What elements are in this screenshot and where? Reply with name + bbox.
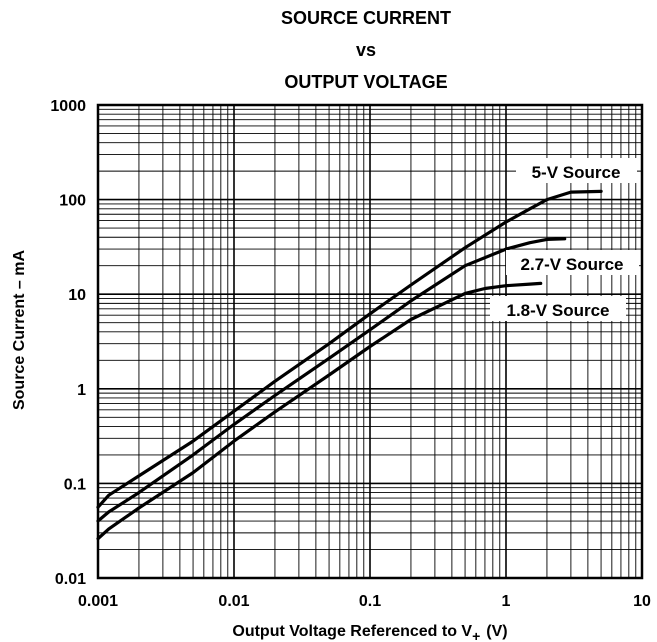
series-line-1v8 (96, 281, 543, 541)
series-line-2v7 (96, 237, 567, 523)
x-tick-label: 0.01 (218, 593, 249, 610)
series-label-5v: 5-V Source (532, 163, 621, 182)
x-tick-label: 1 (502, 593, 511, 610)
y-tick-label: 100 (59, 193, 86, 210)
grid-layer (97, 105, 642, 579)
series-label-2v7: 2.7-V Source (521, 255, 624, 274)
y-tick-label: 1000 (50, 98, 86, 115)
series-label-bg-2v7 (506, 250, 639, 275)
series-label-bg-5v (516, 158, 637, 183)
chart-title-line-1: SOURCE CURRENT (281, 8, 451, 28)
y-tick-label: 1 (77, 382, 86, 399)
series-label-1v8: 1.8-V Source (507, 301, 610, 320)
x-tick-label: 0.001 (78, 593, 118, 610)
series-layer (96, 189, 603, 541)
y-tick-label: 0.1 (64, 476, 86, 493)
x-tick-label: 10 (633, 593, 651, 610)
y-axis-label: Source Current – mA (11, 250, 28, 410)
series-label-bg-1v8 (490, 296, 626, 321)
x-axis-label-main: Output Voltage Referenced to V (232, 623, 472, 640)
chart-title-line-3: OUTPUT VOLTAGE (284, 72, 447, 92)
y-tick-label: 10 (68, 287, 86, 304)
x-tick-label: 0.1 (359, 593, 381, 610)
x-axis-label-subscript: + (472, 628, 480, 642)
y-tick-label: 0.01 (55, 571, 86, 588)
x-axis-label: Output Voltage Referenced to V+ (V) (232, 623, 507, 642)
chart-title-line-2: vs (356, 40, 376, 60)
x-axis-label-unit: (V) (486, 623, 507, 640)
series-line-5v (96, 189, 603, 509)
plot-frame (96, 103, 644, 580)
tick-labels: 0.001 0.01 0.1 1 10 0.01 0.1 1 10 100 1000 (50, 98, 651, 610)
